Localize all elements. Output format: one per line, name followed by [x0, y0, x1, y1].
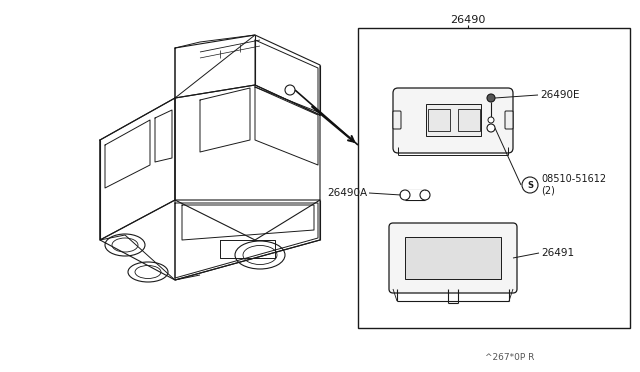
FancyBboxPatch shape: [393, 111, 401, 129]
Text: 26491: 26491: [541, 248, 574, 258]
Text: 26490: 26490: [451, 15, 486, 25]
Bar: [358, 28, 630, 328]
Text: 26490E: 26490E: [540, 90, 579, 100]
Text: 26490A: 26490A: [327, 188, 367, 198]
Circle shape: [488, 117, 494, 123]
Bar: [426, 104, 481, 136]
Text: ^267*0P R: ^267*0P R: [485, 353, 534, 362]
Bar: [458, 109, 480, 131]
Bar: [428, 109, 450, 131]
Bar: [405, 190, 425, 200]
Circle shape: [487, 124, 495, 132]
Text: S: S: [527, 180, 533, 189]
Bar: [405, 237, 501, 279]
Circle shape: [487, 94, 495, 102]
Text: 08510-51612
(2): 08510-51612 (2): [541, 174, 606, 196]
FancyBboxPatch shape: [389, 223, 517, 293]
FancyBboxPatch shape: [393, 88, 513, 153]
FancyBboxPatch shape: [505, 111, 513, 129]
